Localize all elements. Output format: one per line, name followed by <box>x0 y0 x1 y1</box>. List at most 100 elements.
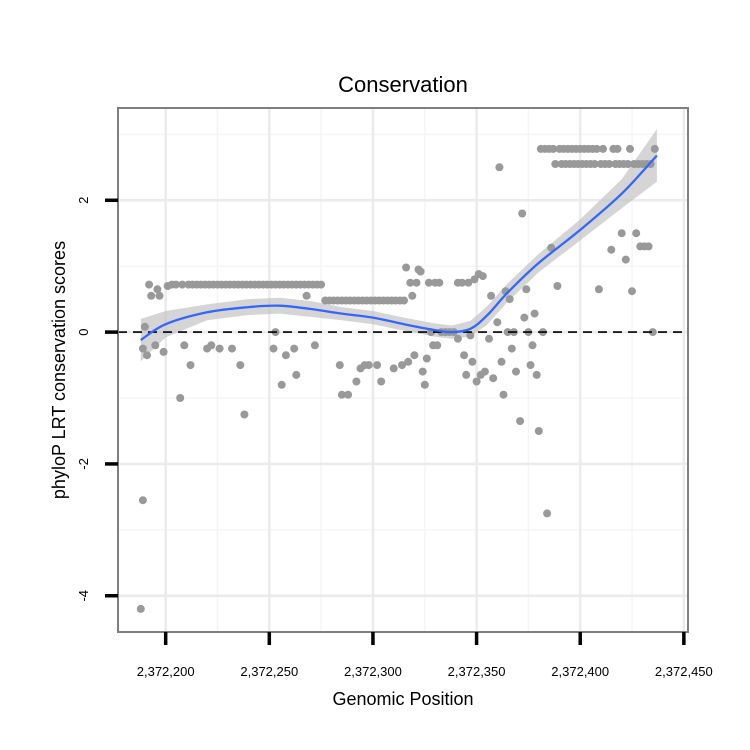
data-point <box>460 351 469 360</box>
data-point <box>648 328 657 337</box>
data-point <box>176 394 185 402</box>
y-axis-label: phyloP LRT conservation scores <box>49 241 69 499</box>
data-point <box>599 144 607 153</box>
data-point <box>269 344 278 353</box>
data-point <box>594 285 603 294</box>
data-point <box>180 341 189 350</box>
data-point <box>518 209 527 218</box>
data-point <box>302 291 311 300</box>
data-point <box>138 496 147 505</box>
data-point <box>140 322 149 331</box>
data-point <box>337 390 346 399</box>
data-point <box>466 331 475 340</box>
y-tick-label: 0 <box>76 328 91 335</box>
data-point <box>435 278 444 287</box>
data-point <box>151 341 160 350</box>
data-point <box>478 272 487 281</box>
data-point <box>178 280 187 289</box>
data-point <box>373 361 382 370</box>
data-point <box>534 427 543 435</box>
data-point <box>472 377 481 386</box>
data-point <box>420 380 429 389</box>
data-point <box>497 357 506 366</box>
data-point <box>623 160 632 168</box>
data-point <box>153 285 162 294</box>
data-point <box>547 243 556 252</box>
data-point <box>277 380 286 389</box>
data-point <box>377 377 386 386</box>
y-axis-ticks: -4 -2 0 2 <box>76 197 118 602</box>
data-point <box>406 278 415 287</box>
x-tick-label: 2,372,400 <box>551 664 609 679</box>
data-point <box>516 417 525 426</box>
data-point <box>228 344 236 353</box>
x-tick-label: 2,372,250 <box>240 664 298 679</box>
data-point <box>215 344 224 353</box>
data-point <box>621 255 630 264</box>
data-point <box>495 163 504 172</box>
data-point <box>236 361 245 370</box>
data-point <box>530 309 539 318</box>
data-point <box>186 361 195 370</box>
data-point <box>458 278 467 287</box>
data-point <box>551 160 560 168</box>
data-point <box>503 328 512 337</box>
data-point <box>549 144 558 153</box>
data-point <box>352 377 361 386</box>
data-point <box>543 509 552 518</box>
data-point <box>532 370 541 379</box>
x-tick-label: 2,372,300 <box>344 664 402 679</box>
confidence-band <box>140 129 657 362</box>
y-tick-label: 2 <box>76 197 91 204</box>
data-point <box>644 242 653 251</box>
data-point <box>147 291 156 300</box>
data-point <box>155 291 164 300</box>
data-point <box>398 361 406 370</box>
x-tick-label: 2,372,200 <box>137 664 195 679</box>
data-point <box>512 367 520 376</box>
data-point <box>317 280 326 289</box>
x-axis-label: Genomic Position <box>332 689 473 709</box>
data-point <box>650 144 659 153</box>
data-point <box>485 334 493 343</box>
smooth-fit-line <box>140 154 658 341</box>
data-point <box>592 144 601 153</box>
data-point <box>402 263 411 272</box>
chart-title: Conservation <box>338 72 468 97</box>
data-point <box>400 296 408 305</box>
data-point <box>453 334 462 343</box>
data-point <box>493 318 502 327</box>
data-point <box>404 357 413 366</box>
data-point <box>468 357 477 366</box>
data-point <box>487 291 496 300</box>
data-point <box>412 278 421 287</box>
data-point <box>480 367 489 376</box>
x-tick-label: 2,372,350 <box>448 664 506 679</box>
data-point <box>292 370 301 379</box>
points-layer <box>136 144 659 613</box>
data-point <box>136 604 145 613</box>
plot-panel <box>117 107 689 633</box>
data-point <box>507 344 516 353</box>
data-point <box>626 144 634 153</box>
x-tick-label: 2,372,450 <box>655 664 713 679</box>
data-point <box>344 390 353 399</box>
y-tick-label: -2 <box>76 458 91 470</box>
data-point <box>520 313 529 322</box>
data-point <box>522 285 531 294</box>
panel-background <box>118 108 688 632</box>
data-point <box>433 341 442 350</box>
data-point <box>424 278 433 287</box>
data-point <box>632 229 641 238</box>
data-point <box>138 344 147 353</box>
data-point <box>335 361 344 370</box>
data-point <box>364 361 373 370</box>
data-point <box>464 278 473 287</box>
data-point <box>143 351 151 360</box>
data-point <box>281 351 290 360</box>
panel-border <box>117 107 689 633</box>
confidence-band-layer <box>140 129 657 362</box>
data-point <box>410 351 419 360</box>
data-point <box>607 245 616 254</box>
